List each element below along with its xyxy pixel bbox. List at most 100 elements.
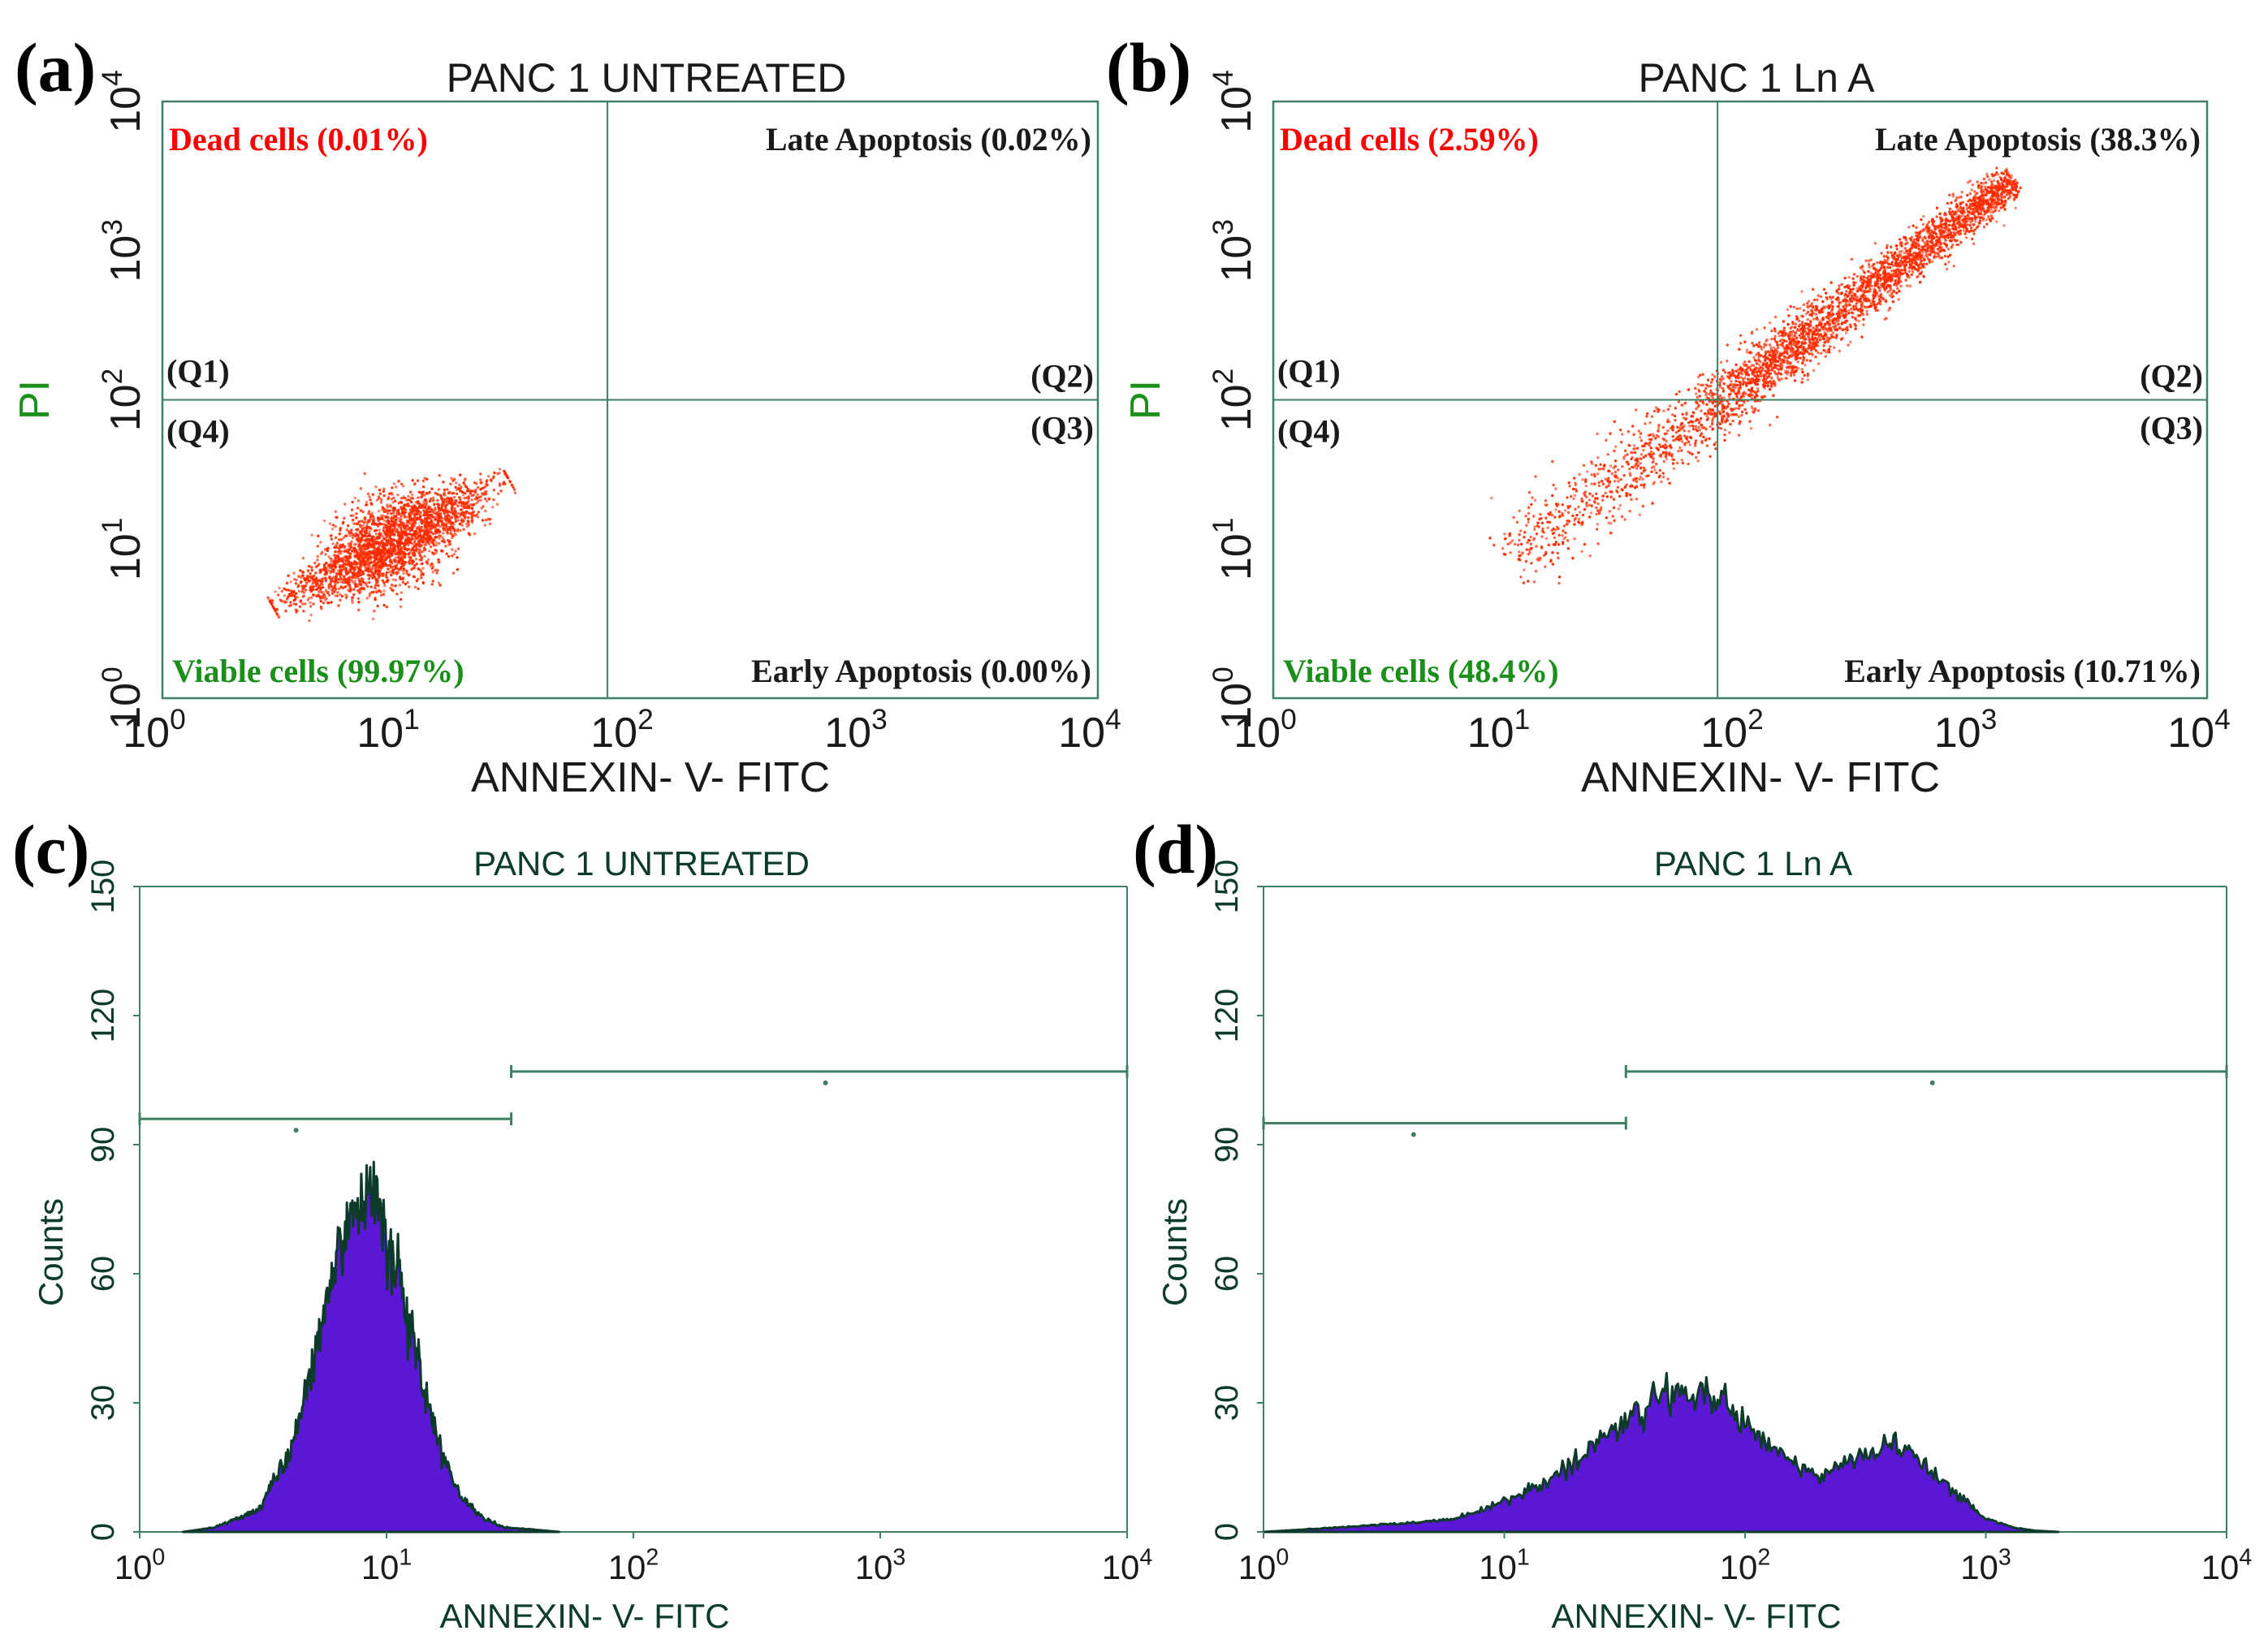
event-dot [1816,305,1819,308]
event-dot [1524,559,1528,563]
event-dot [1713,443,1716,447]
viable-cells-label: Viable cells (99.97%) [172,653,464,689]
event-dot [300,585,304,588]
event-dot [1804,330,1808,334]
event-dot [367,573,371,576]
event-dot [334,536,338,539]
event-dot [1980,216,1983,219]
event-dot [303,578,307,582]
event-dot [452,528,456,531]
event-dot [383,519,387,523]
event-dot [297,589,301,593]
event-dot [329,580,333,584]
event-dot [359,546,362,550]
event-dot [440,497,443,500]
event-dot [1791,335,1794,339]
event-dot [1912,224,1915,227]
event-dot [1540,545,1544,549]
event-dot [1820,352,1823,355]
event-dot [473,491,477,494]
event-dot [313,561,317,565]
event-dot [363,539,367,542]
event-dot [1590,482,1594,485]
event-dot [1728,383,1732,386]
event-dot [1989,180,1994,183]
event-dot [406,502,409,506]
event-dot [1793,331,1797,334]
event-dot [374,557,377,561]
event-dot [325,597,328,600]
event-dot [1913,245,1916,248]
event-dot [1770,329,1773,333]
event-dot [1854,327,1857,330]
event-dot [302,610,305,613]
event-dot [1745,351,1749,354]
event-dot [369,569,373,572]
event-dot [388,571,391,574]
event-dot [1988,178,1991,181]
event-dot [357,543,361,546]
event-dot [1583,542,1587,546]
event-dot [408,526,412,529]
event-dot [334,579,338,582]
event-dot [365,503,369,507]
event-dot [1968,179,1972,183]
event-dot [1951,192,1955,196]
event-dot [492,489,495,492]
event-dot [1657,435,1660,438]
event-dot [1837,300,1841,304]
event-dot [1844,331,1848,334]
event-dot [1750,364,1753,367]
event-dot [499,490,503,493]
event-dot [437,528,440,532]
event-dot [1847,275,1851,279]
event-dot [448,540,451,543]
event-dot [425,537,428,541]
event-dot [356,585,360,588]
event-dot [434,516,438,519]
event-dot [1739,420,1742,423]
event-dot [389,543,393,547]
event-dot [464,477,467,481]
event-dot [370,503,374,507]
event-dot [1609,531,1613,535]
event-dot [1519,576,1523,579]
event-dot [483,524,486,527]
event-dot [359,487,363,490]
event-dot [1739,382,1742,385]
event-dot [335,588,338,591]
event-dot [456,511,460,516]
event-dot [1595,512,1598,516]
event-dot [1943,212,1947,215]
event-dot [421,485,426,489]
event-dot [1805,359,1808,362]
event-dot [436,493,439,496]
event-dot [1834,327,1837,330]
panel-label: (a) [15,28,96,106]
event-dot [1711,427,1715,430]
event-dot [451,548,454,551]
event-dot [1793,379,1797,382]
event-dot [369,526,372,529]
event-dot [314,581,318,585]
event-dot [2010,174,2013,177]
event-dot [1722,377,1725,381]
event-dot [1759,374,1763,378]
event-dot [1610,472,1614,475]
event-dot [441,536,444,539]
event-dot [367,510,371,513]
event-dot [1608,510,1612,513]
event-dot [1691,411,1695,414]
event-dot [382,528,385,532]
event-dot [1752,390,1755,393]
event-dot [1961,214,1964,217]
event-dot [401,569,405,572]
dot-cloud [1488,166,2022,585]
event-dot [1657,443,1661,447]
event-dot [412,560,415,563]
event-dot [1807,334,1810,339]
event-dot [429,564,432,567]
event-dot [342,565,346,568]
event-dot [467,520,470,524]
